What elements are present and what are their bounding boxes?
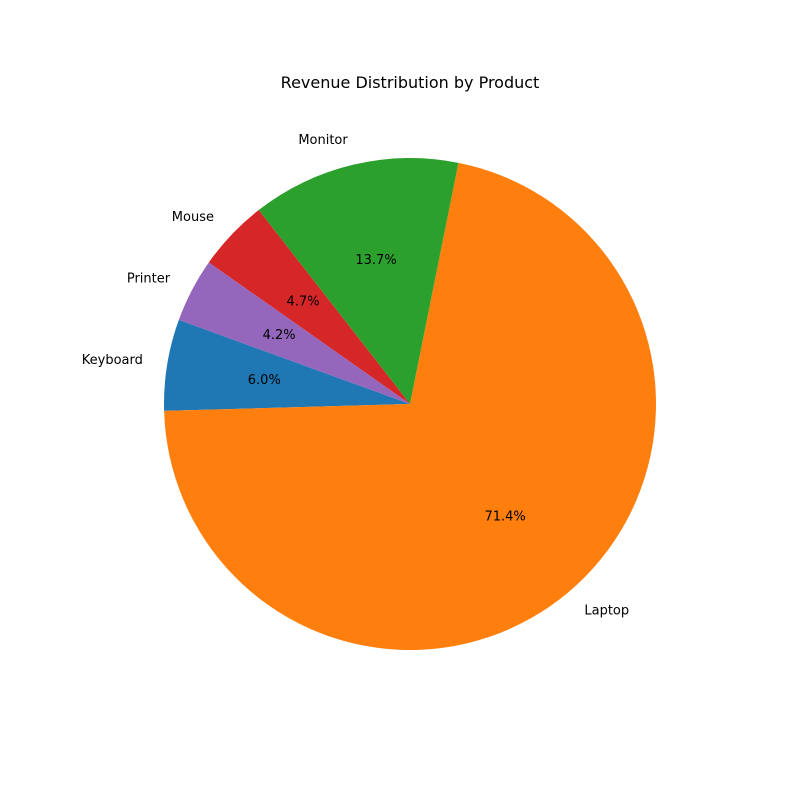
percent-label-printer: 4.2% bbox=[263, 328, 296, 343]
slice-label-printer: Printer bbox=[127, 271, 171, 286]
percent-label-monitor: 13.7% bbox=[355, 253, 396, 268]
percent-label-keyboard: 6.0% bbox=[248, 373, 281, 388]
pie-slice-laptop bbox=[164, 162, 657, 650]
pie-percent-labels: 6.0% 71.4% 13.7% 4.7% 4.2% bbox=[248, 253, 526, 525]
pie-slice-monitor bbox=[258, 157, 459, 404]
slice-label-keyboard: Keyboard bbox=[82, 353, 143, 368]
slice-label-laptop: Laptop bbox=[584, 603, 629, 618]
percent-label-mouse: 4.7% bbox=[287, 295, 320, 310]
pie-slices bbox=[164, 157, 657, 650]
pie-slice-mouse bbox=[208, 210, 410, 404]
slice-label-mouse: Mouse bbox=[172, 210, 214, 225]
chart-title: Revenue Distribution by Product bbox=[281, 73, 540, 92]
percent-label-laptop: 71.4% bbox=[484, 509, 525, 524]
pie-slice-keyboard bbox=[164, 319, 410, 411]
pie-slice-printer bbox=[178, 262, 410, 404]
slice-label-monitor: Monitor bbox=[298, 133, 348, 148]
pie-labels: Keyboard Laptop Monitor Mouse Printer bbox=[82, 133, 629, 618]
